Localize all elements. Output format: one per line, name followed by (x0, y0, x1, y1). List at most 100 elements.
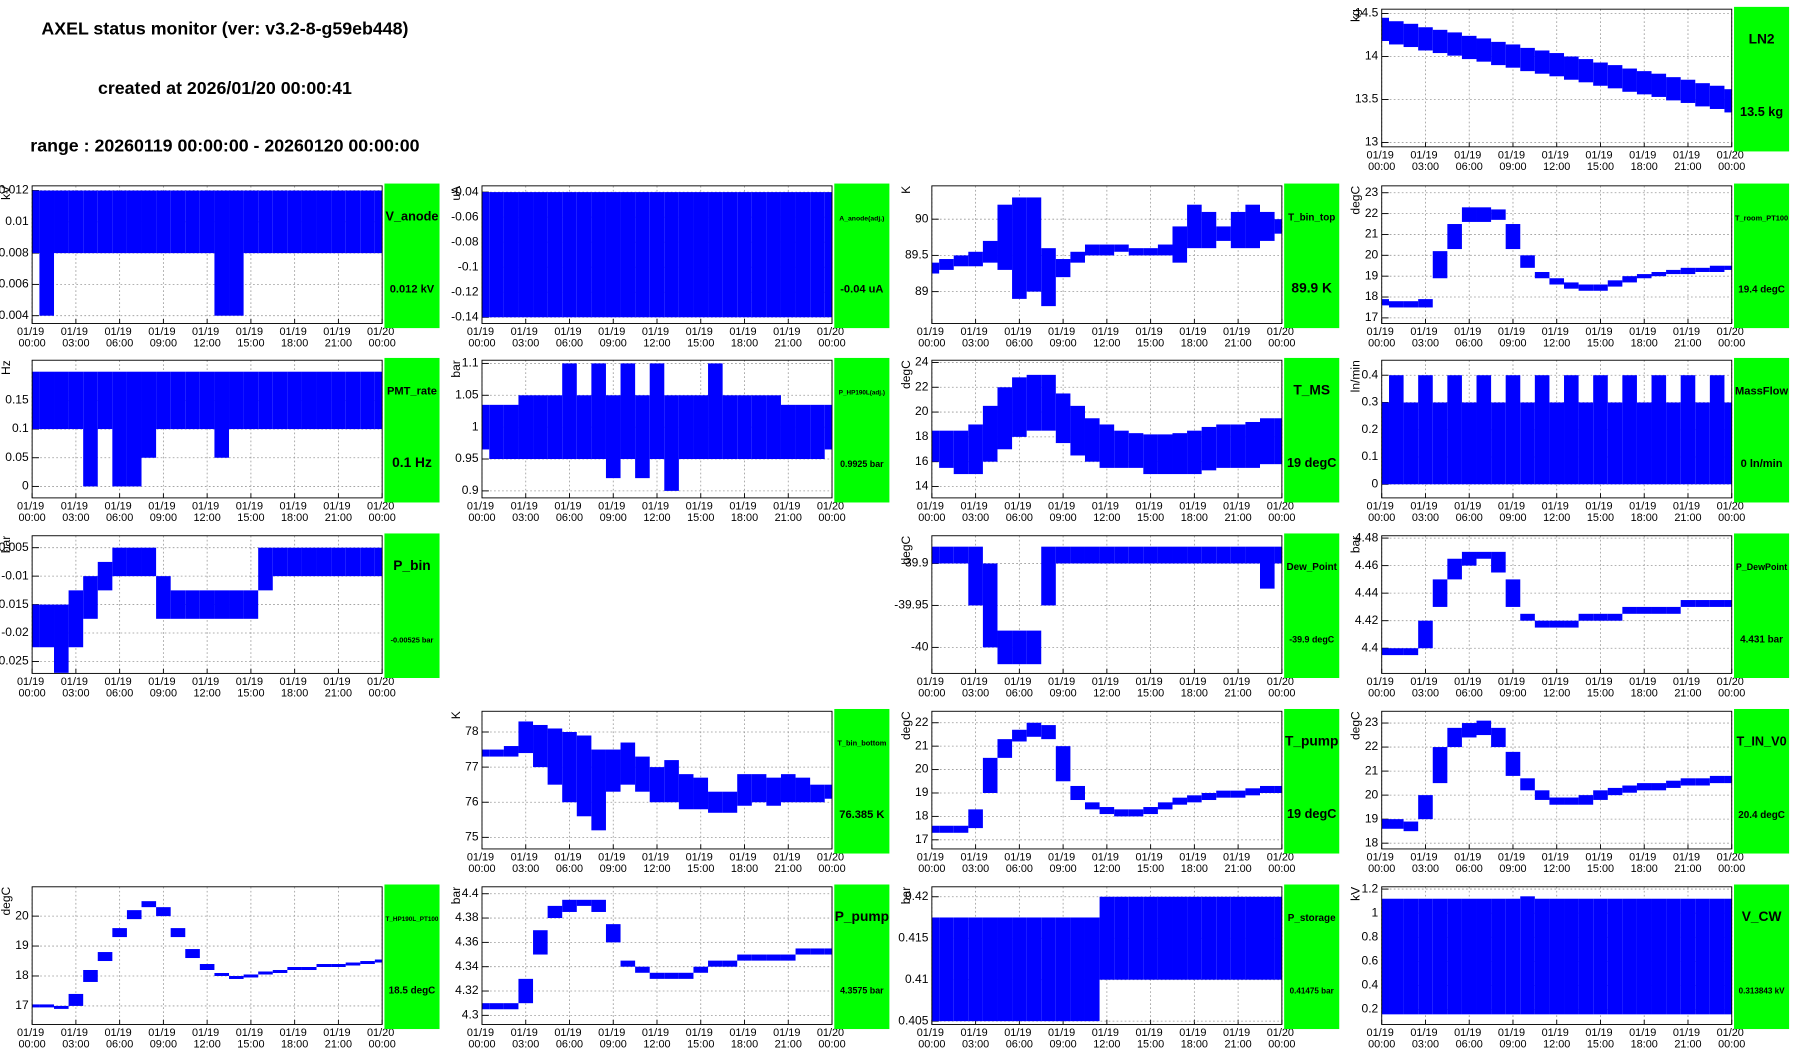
data-band (1695, 898, 1710, 1015)
data-band (518, 978, 534, 1004)
x-tick-label: 01/19 21:00 (773, 1027, 803, 1050)
data-band (533, 395, 548, 460)
x-tick-label: 01/19 12:00 (1542, 1027, 1572, 1050)
y-tick-label: 0.95 (455, 451, 479, 465)
data-band (968, 424, 983, 475)
data-band (1578, 402, 1594, 485)
status-box (1284, 357, 1340, 503)
data-band (1680, 375, 1696, 485)
data-band (1084, 802, 1100, 810)
x-tick-label: 01/19 12:00 (1092, 676, 1122, 699)
data-band (810, 192, 825, 318)
x-tick-label: 01/19 06:00 (554, 1027, 584, 1050)
y-tick-label: 24 (915, 355, 929, 369)
data-band (810, 948, 825, 955)
data-band (243, 974, 259, 978)
data-band (1099, 546, 1115, 564)
data-band (562, 192, 577, 318)
data-band (1534, 50, 1550, 74)
data-band (1128, 809, 1144, 817)
x-tick-label: 01/19 03:00 (960, 851, 990, 874)
data-band (156, 576, 171, 619)
data-band (795, 192, 811, 318)
data-band (481, 749, 490, 757)
y-axis-label: K (899, 186, 913, 194)
x-tick-label: 01/19 00:00 (1367, 500, 1397, 523)
data-band (1680, 79, 1696, 103)
plot-frame (31, 359, 383, 499)
data-band (39, 371, 55, 430)
data-band (982, 240, 998, 263)
data-band (199, 371, 215, 430)
x-tick-label: 01/19 06:00 (1004, 676, 1034, 699)
data-band (1403, 402, 1419, 485)
x-tick-label: 01/19 09:00 (148, 326, 178, 349)
y-tick-label: 20 (915, 762, 929, 776)
x-tick-label: 01/19 09:00 (1498, 149, 1528, 172)
x-tick-label: 01/19 12:00 (1542, 149, 1572, 172)
y-tick-label: 0.4 (1362, 367, 1379, 381)
y-tick-label: 0.2 (1362, 1002, 1379, 1016)
x-tick-label: 01/19 21:00 (1223, 500, 1253, 523)
data-band (54, 371, 69, 430)
data-band (374, 547, 383, 577)
x-tick-label: 01/19 15:00 (1135, 676, 1165, 699)
plot-data (481, 192, 833, 318)
data-band (1505, 751, 1521, 776)
data-band (518, 395, 534, 460)
data-band (214, 190, 230, 316)
x-tick-label: 01/19 03:00 (511, 851, 541, 874)
data-band (112, 190, 127, 254)
data-band (345, 190, 361, 254)
data-band (141, 901, 157, 908)
data-band (489, 749, 504, 757)
data-band (301, 190, 317, 254)
x-tick-label: 01/19 15:00 (1585, 500, 1615, 523)
data-band (1666, 780, 1681, 788)
data-band (737, 395, 752, 460)
data-band (1461, 723, 1477, 738)
plot-frame (931, 185, 1283, 324)
data-band (1172, 433, 1188, 475)
data-band (605, 192, 621, 318)
data-band (112, 547, 127, 577)
data-band (1274, 418, 1282, 465)
y-tick-label: -39.95 (894, 598, 928, 612)
chart-panel: 01/19 00:00 01/19 03:00 01/19 06:00 01/19 0… (1349, 183, 1790, 349)
data-band (1128, 433, 1144, 468)
x-tick-label: 01/19 12:00 (192, 676, 222, 699)
data-band (533, 192, 548, 318)
plot-frame (1381, 710, 1733, 850)
plot-data (931, 546, 1282, 665)
data-band (1099, 807, 1115, 815)
data-band (982, 917, 998, 1022)
data-band (1622, 68, 1637, 92)
x-tick-label: 01/19 21:00 (1673, 676, 1703, 699)
data-band (1432, 251, 1448, 279)
data-band (1041, 374, 1056, 431)
data-band (83, 371, 98, 487)
data-band (1143, 807, 1158, 815)
data-band (1418, 898, 1433, 1015)
data-band (1695, 402, 1710, 485)
x-tick-label: 01/19 18:00 (280, 500, 310, 523)
data-band (360, 547, 375, 577)
y-tick-label: 18 (915, 809, 929, 823)
status-value: 20.4 degC (1738, 810, 1785, 821)
data-band (1680, 600, 1696, 607)
plot-data (481, 899, 833, 1010)
chart-panel: 01/19 00:00 01/19 03:00 01/19 06:00 01/19 0… (1349, 530, 1790, 699)
status-title: P_DewPoint (1736, 562, 1787, 572)
data-band (374, 190, 383, 254)
y-tick-label: 0.2 (1362, 422, 1379, 436)
y-tick-label: 78 (465, 724, 479, 738)
data-band (1187, 546, 1202, 564)
x-tick-label: 01/20 00:00 (1267, 326, 1297, 349)
x-tick-label: 01/19 00:00 (917, 500, 947, 523)
x-tick-label: 01/19 03:00 (511, 326, 541, 349)
data-band (533, 930, 548, 955)
data-band (1578, 613, 1594, 621)
data-band (360, 371, 375, 430)
created-at: created at 2026/01/20 00:00:41 (98, 78, 352, 98)
x-tick-label: 01/19 21:00 (1223, 676, 1253, 699)
